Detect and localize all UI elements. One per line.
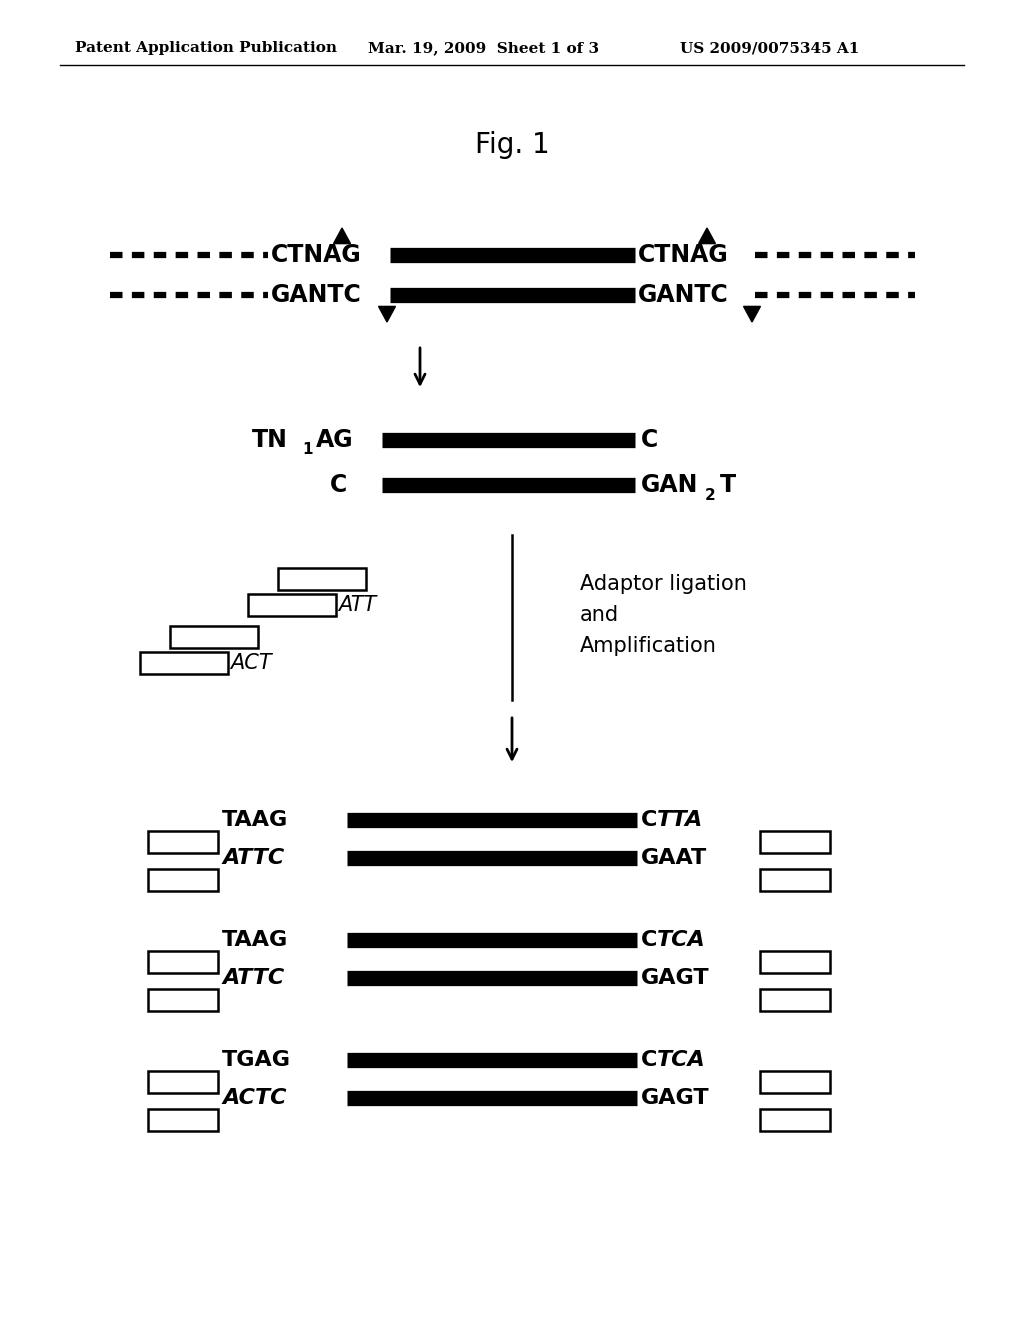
Text: C: C [641, 931, 657, 950]
Bar [148, 1109, 218, 1131]
Text: TCA: TCA [657, 931, 706, 950]
Polygon shape [743, 306, 761, 322]
Text: Mar. 19, 2009  Sheet 1 of 3: Mar. 19, 2009 Sheet 1 of 3 [368, 41, 599, 55]
Text: AG: AG [316, 428, 353, 451]
Text: GANTC: GANTC [638, 282, 729, 308]
Text: Fig. 1: Fig. 1 [475, 131, 549, 158]
Polygon shape [698, 228, 716, 244]
Bar [760, 989, 830, 1011]
Text: TAAG: TAAG [222, 931, 288, 950]
Text: TGAG: TGAG [222, 1049, 291, 1071]
Polygon shape [334, 228, 350, 244]
Text: GAAT: GAAT [641, 847, 708, 869]
Bar [140, 652, 228, 675]
Text: US 2009/0075345 A1: US 2009/0075345 A1 [680, 41, 859, 55]
Text: ATTC: ATTC [222, 968, 285, 987]
Text: C: C [641, 428, 658, 451]
Text: GANTC: GANTC [271, 282, 361, 308]
Bar [148, 1071, 218, 1093]
Polygon shape [379, 306, 395, 322]
Text: Adaptor ligation
and
Amplification: Adaptor ligation and Amplification [580, 574, 746, 656]
Text: GAGT: GAGT [641, 1088, 710, 1107]
Text: ATT: ATT [338, 595, 376, 615]
Bar [760, 869, 830, 891]
Text: Patent Application Publication: Patent Application Publication [75, 41, 337, 55]
Bar [278, 568, 366, 590]
Bar [760, 1109, 830, 1131]
Text: GAN: GAN [641, 473, 698, 498]
Text: TN: TN [252, 428, 288, 451]
Text: ACTC: ACTC [222, 1088, 287, 1107]
Bar [148, 832, 218, 853]
Bar [170, 626, 258, 648]
Text: TAAG: TAAG [222, 810, 288, 830]
Text: ACT: ACT [230, 653, 271, 673]
Text: TCA: TCA [657, 1049, 706, 1071]
Text: C: C [330, 473, 347, 498]
Text: CTNAG: CTNAG [271, 243, 361, 267]
Text: 2: 2 [705, 487, 716, 503]
Bar [148, 989, 218, 1011]
Text: T: T [720, 473, 736, 498]
Text: CTNAG: CTNAG [638, 243, 729, 267]
Bar [148, 950, 218, 973]
Bar [148, 869, 218, 891]
Text: C: C [641, 1049, 657, 1071]
Text: ATTC: ATTC [222, 847, 285, 869]
Bar [760, 832, 830, 853]
Text: TTA: TTA [657, 810, 703, 830]
Text: 1: 1 [302, 442, 312, 458]
Bar [760, 950, 830, 973]
Text: GAGT: GAGT [641, 968, 710, 987]
Bar [760, 1071, 830, 1093]
Bar [248, 594, 336, 616]
Text: C: C [641, 810, 657, 830]
